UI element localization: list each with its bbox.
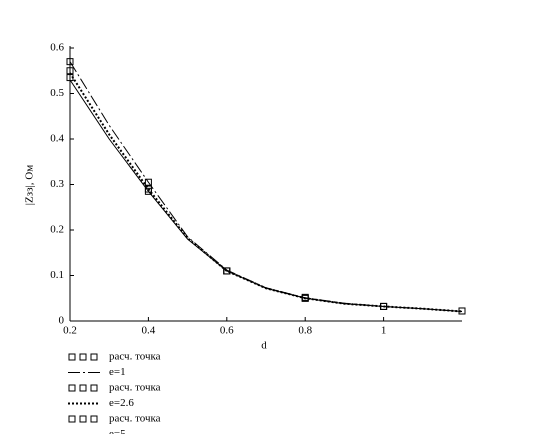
y-tick-label: 0 xyxy=(59,315,65,327)
legend-marker xyxy=(90,384,98,392)
series-line xyxy=(69,72,463,313)
legend-marker xyxy=(68,353,76,361)
x-tick-label: 0.8 xyxy=(298,325,312,337)
legend-label: e=1 xyxy=(109,366,126,378)
point-marker xyxy=(223,267,231,275)
legend-marker xyxy=(68,415,76,423)
legend-marker xyxy=(68,384,76,392)
y-tick-label: 0.1 xyxy=(50,269,64,281)
legend-marker xyxy=(79,353,87,361)
x-tick-label: 0.6 xyxy=(220,325,234,337)
series-line xyxy=(69,61,463,312)
legend-label: e=5 xyxy=(109,428,126,434)
series-line xyxy=(69,79,463,312)
y-tick-label: 0.4 xyxy=(50,133,64,145)
legend-marker xyxy=(90,415,98,423)
legend-marker xyxy=(90,353,98,361)
x-tick-label: 0.4 xyxy=(142,325,156,337)
y-tick-label: 0.3 xyxy=(50,178,64,190)
y-tick-label: 0.2 xyxy=(50,224,64,236)
x-tick-label: 0.2 xyxy=(63,325,77,337)
x-axis-label: d xyxy=(261,340,267,352)
legend-label: e=2.6 xyxy=(109,397,134,409)
legend-marker xyxy=(79,415,87,423)
legend-label: расч. точка xyxy=(109,351,161,363)
legend-label: расч. точка xyxy=(109,413,161,425)
point-marker xyxy=(144,178,152,186)
y-axis-label: |Zзз|, Ом xyxy=(24,165,36,205)
x-tick-label: 1 xyxy=(381,325,387,337)
point-marker xyxy=(144,187,152,195)
legend-label: расч. точка xyxy=(109,382,161,394)
legend-marker xyxy=(79,384,87,392)
y-tick-label: 0.5 xyxy=(50,87,64,99)
point-marker xyxy=(66,58,74,66)
y-tick-label: 0.6 xyxy=(50,42,64,54)
